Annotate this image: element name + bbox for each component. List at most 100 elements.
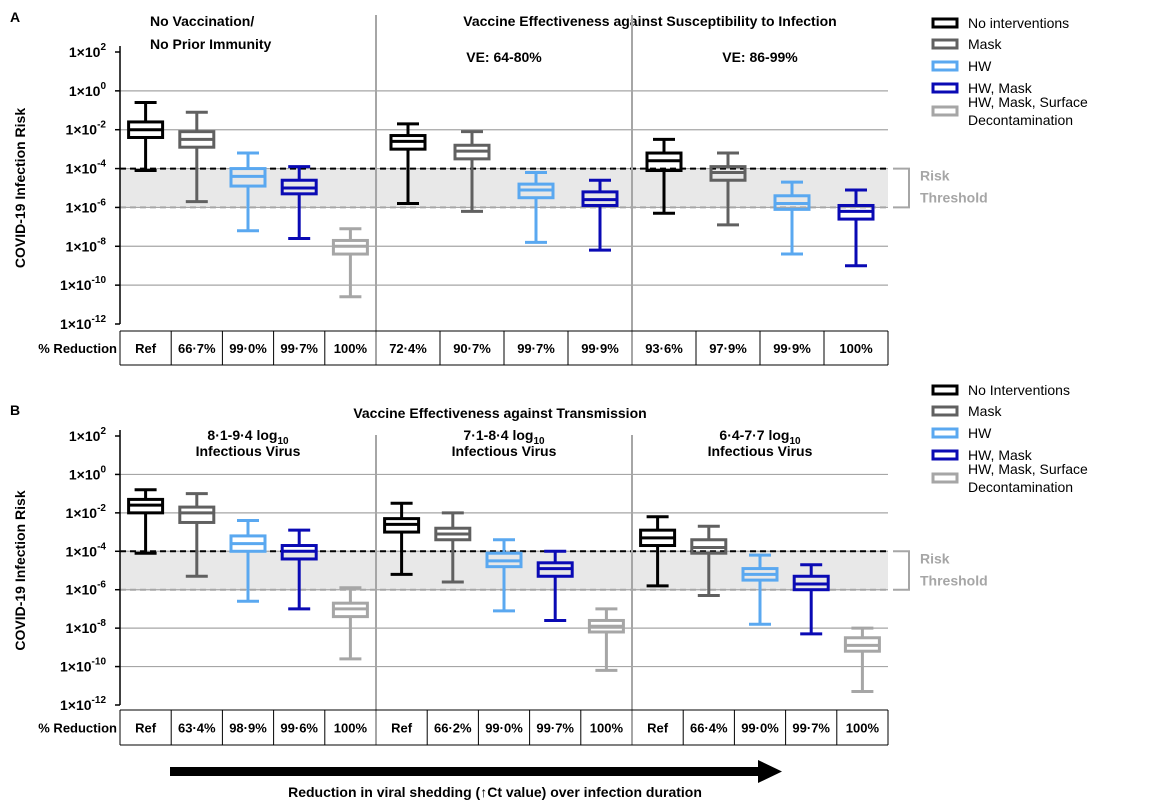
risk-threshold-bracket (893, 167, 910, 209)
y-tick-label: 1×10-8 (66, 618, 107, 636)
reduction-value: 100% (839, 341, 873, 356)
box-hw-mask (792, 563, 830, 636)
y-axis-label: COVID-19 Infection Risk (12, 490, 28, 650)
box-hw-mask (581, 178, 619, 252)
reduction-value: 63·4% (178, 721, 216, 736)
reduction-value: 66·7% (178, 341, 216, 356)
box-hw-mask-surface-decontamination (331, 227, 369, 299)
y-tick-label: 1×10-4 (66, 159, 107, 177)
reduction-value: 90·7% (453, 341, 491, 356)
box-no-interventions (639, 515, 677, 588)
group-label: Infectious Virus (708, 443, 813, 459)
reduction-value: 98·9% (229, 721, 267, 736)
box-hw-mask (280, 528, 318, 611)
panel-title: Vaccine Effectiveness against Transmissi… (353, 405, 646, 421)
reduction-value: 100% (334, 341, 368, 356)
reduction-value: 66·2% (434, 721, 472, 736)
reduction-value: Ref (135, 721, 157, 736)
reduction-value: 99·9% (581, 341, 619, 356)
box-hw (517, 170, 555, 244)
reduction-header: % Reduction (38, 341, 117, 356)
y-tick-label: 1×100 (69, 464, 107, 482)
legend-label: HW, Mask, Surface (968, 94, 1088, 110)
y-tick-label: 1×102 (69, 426, 107, 444)
reduction-value: 93·6% (645, 341, 683, 356)
panel-letter: B (10, 402, 20, 418)
box-mask (690, 524, 728, 597)
legend-label: HW (968, 425, 992, 441)
reduction-value: 66·4% (690, 721, 728, 736)
reduction-value: 99·0% (229, 341, 267, 356)
box-hw (229, 519, 267, 603)
legend-swatch (931, 472, 959, 484)
y-tick-label: 1×10-8 (66, 236, 107, 254)
reduction-value: 99·7% (792, 721, 830, 736)
y-tick-label: 1×10-6 (66, 197, 107, 215)
legend-label: Decontamination (968, 479, 1073, 495)
legend-label: No interventions (968, 15, 1069, 31)
group-label: No Prior Immunity (150, 36, 272, 52)
box-mask (453, 130, 491, 213)
arrow-shaft (170, 767, 760, 776)
box-hw-mask-surface-decontamination (843, 626, 881, 694)
box-hw-mask (536, 549, 574, 622)
box-hw-mask-surface-decontamination (331, 586, 369, 661)
group-label: 6·4-7·7 log10 (719, 427, 801, 447)
legend-swatch (931, 449, 959, 461)
y-tick-label: 1×10-12 (60, 695, 106, 713)
reduction-value: 99·7% (536, 721, 574, 736)
reduction-value: Ref (135, 341, 157, 356)
panel-A: A Vaccine Effectiveness against Susceptib… (10, 9, 1088, 366)
reduction-value: 99·7% (517, 341, 555, 356)
panel-B: B Vaccine Effectiveness against Transmiss… (10, 382, 1088, 746)
reduction-value: 97·9% (709, 341, 747, 356)
box-hw-mask (280, 165, 318, 241)
y-tick-label: 1×10-6 (66, 580, 107, 598)
box-no-interventions (127, 101, 165, 173)
box-hw-mask-surface-decontamination (587, 607, 625, 672)
legend-label: HW, Mask, Surface (968, 461, 1088, 477)
legend-label: Mask (968, 36, 1002, 52)
legend-swatch (931, 405, 959, 417)
panel-letter: A (10, 9, 20, 25)
box-hw-mask (837, 188, 875, 268)
shedding-arrow: Reduction in viral shedding (↑Ct value) … (170, 760, 782, 800)
risk-threshold-label: Threshold (920, 572, 988, 588)
reduction-value: 99·9% (773, 341, 811, 356)
reduction-value: 99·7% (280, 341, 318, 356)
reduction-value: Ref (647, 721, 669, 736)
reduction-value: 72·4% (389, 341, 427, 356)
legend-label: HW (968, 58, 992, 74)
box-no-interventions (389, 122, 427, 206)
legend-label: Decontamination (968, 112, 1073, 128)
box-iqr (178, 505, 216, 524)
y-tick-label: 1×10-10 (60, 657, 106, 675)
reduction-value: 100% (590, 721, 624, 736)
box-mask (434, 511, 472, 584)
y-tick-label: 1×10-12 (60, 314, 106, 332)
box-no-interventions (645, 137, 683, 215)
legend-label: HW, Mask (968, 447, 1033, 463)
group-label: VE: 64-80% (466, 49, 542, 65)
y-tick-label: 1×10-4 (66, 541, 107, 559)
y-tick-label: 1×10-10 (60, 275, 106, 293)
box-mask (178, 492, 216, 578)
risk-threshold-label: Threshold (920, 190, 988, 206)
legend-swatch (931, 427, 959, 439)
y-tick-label: 1×102 (69, 42, 107, 60)
group-label: 7·1-8·4 log10 (463, 427, 545, 447)
legend-swatch (931, 38, 959, 50)
group-label: No Vaccination/ (150, 13, 254, 29)
reduction-value: Ref (391, 721, 413, 736)
box-hw (773, 180, 811, 256)
y-axis-label: COVID-19 Infection Risk (12, 108, 28, 268)
risk-threshold-label: Risk (920, 168, 950, 184)
legend-label: HW, Mask (968, 80, 1033, 96)
y-tick-label: 1×10-2 (66, 503, 107, 521)
group-label: VE: 86-99% (722, 49, 798, 65)
reduction-header: % Reduction (38, 721, 117, 736)
reduction-value: 99·0% (741, 721, 779, 736)
panel-title: Vaccine Effectiveness against Susceptibi… (463, 13, 836, 29)
